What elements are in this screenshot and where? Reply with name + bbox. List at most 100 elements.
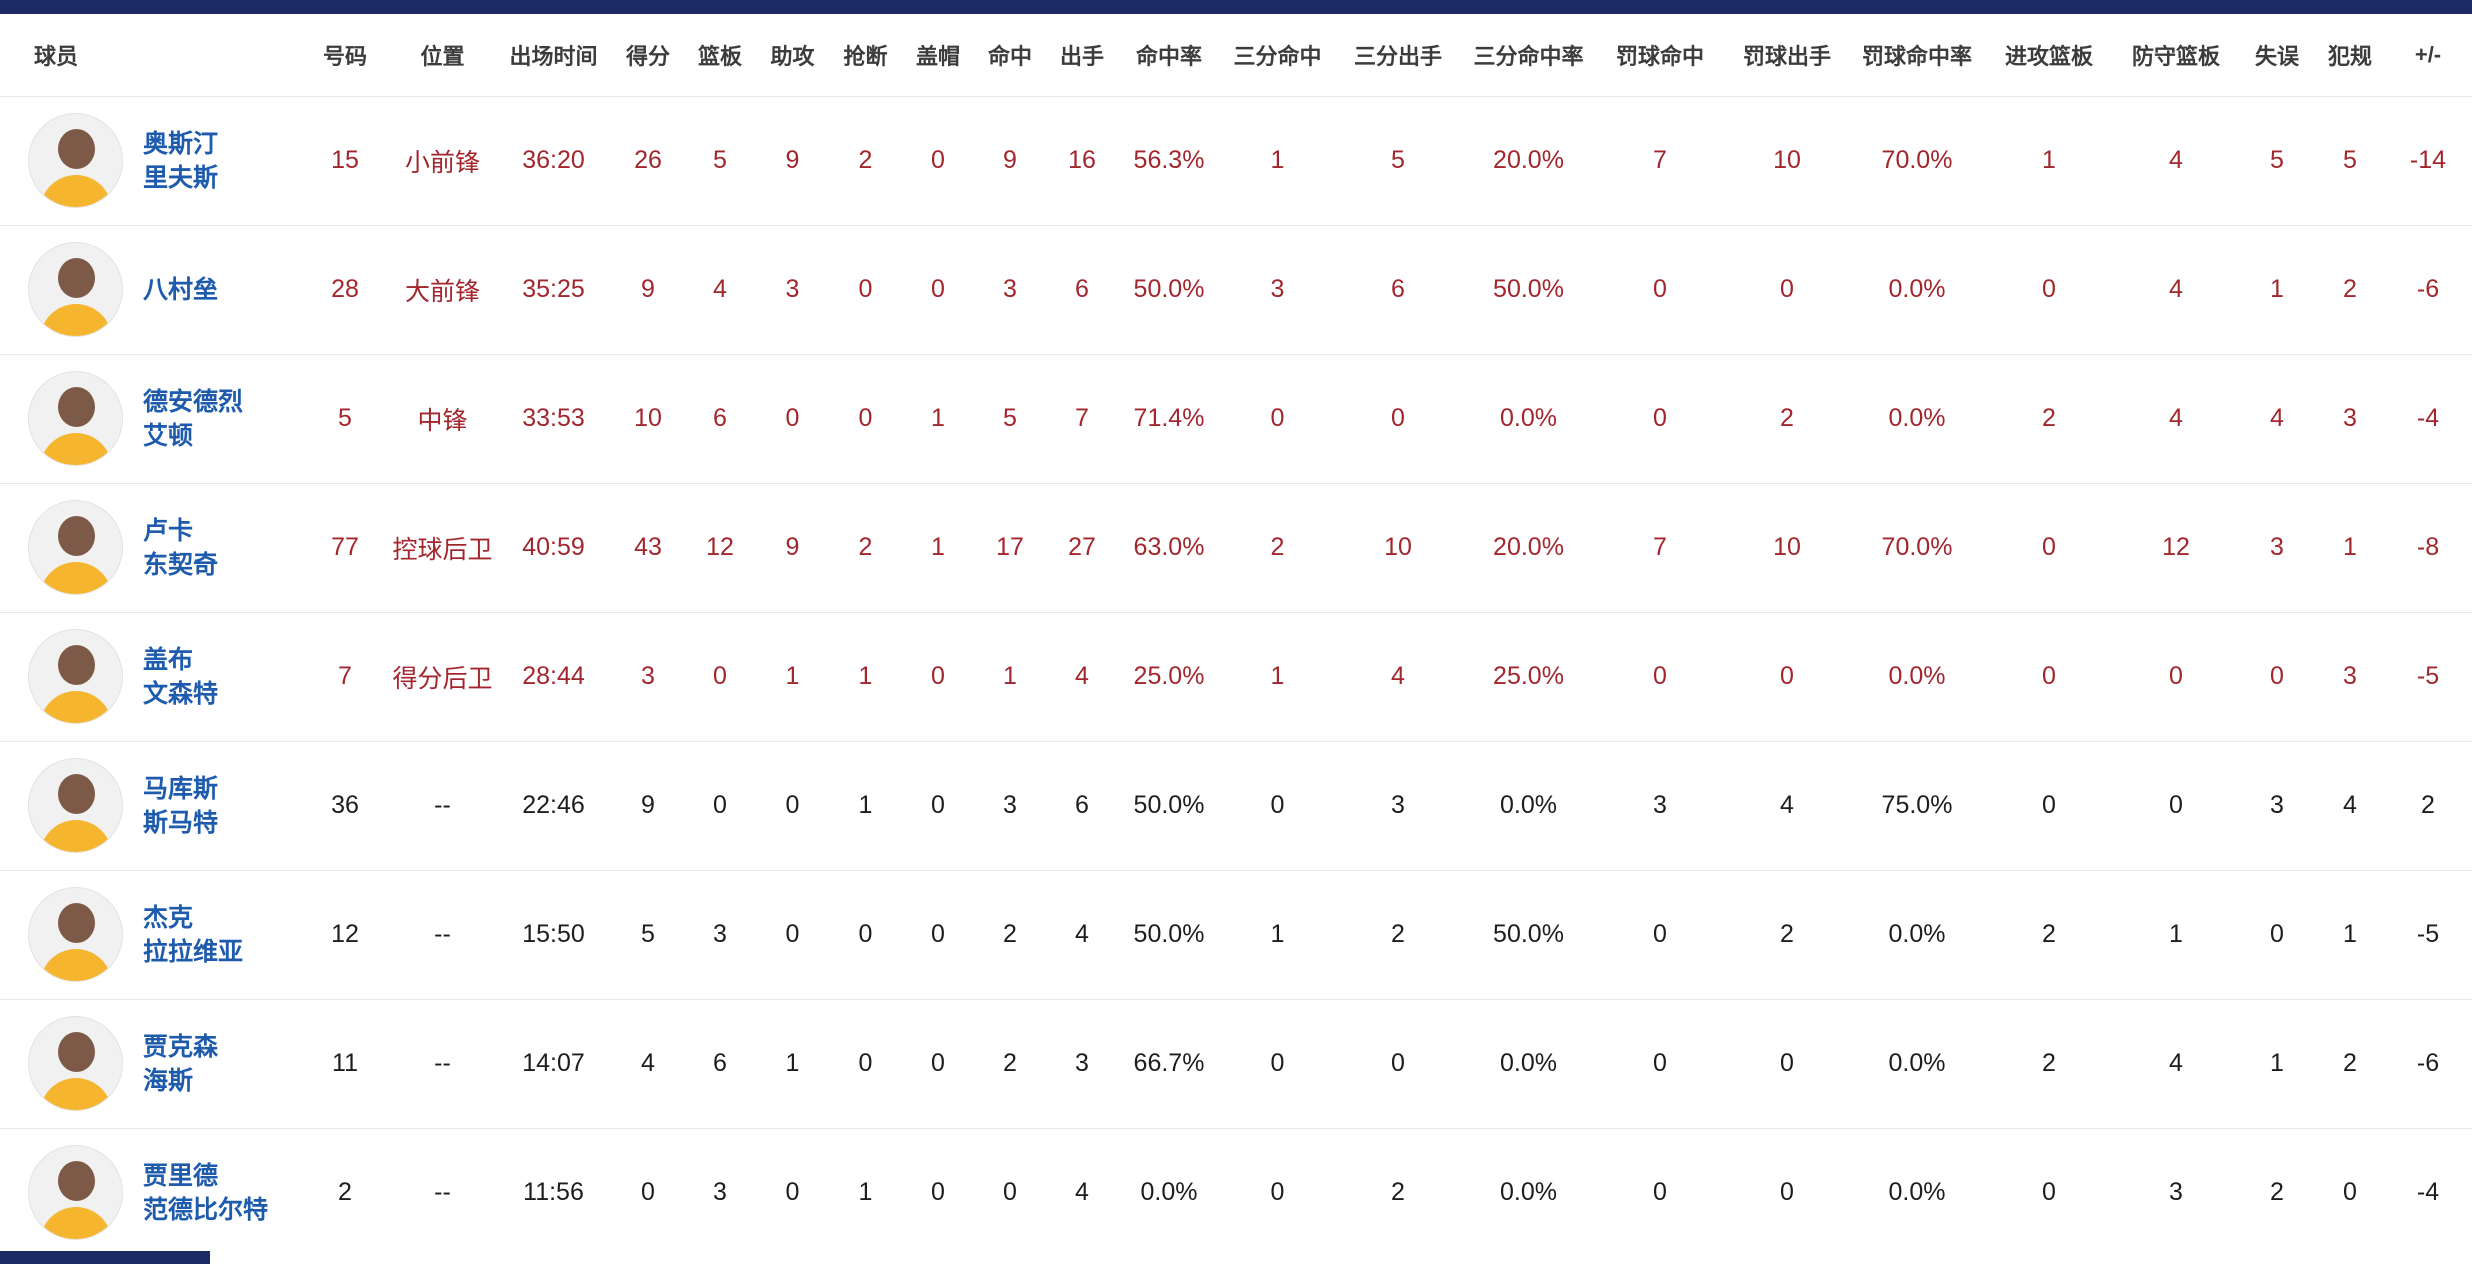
player-name-link[interactable]: 杰克 拉拉维亚 xyxy=(143,901,243,969)
stat-cell-fgm: 2 xyxy=(1003,920,1017,948)
player-cell: 盖布 文森特 xyxy=(0,612,300,741)
stat-cell-steals: 1 xyxy=(858,791,873,819)
player-cell: 德安德烈 艾顿 xyxy=(0,354,300,483)
col-header-ftm: 罚球命中 xyxy=(1615,43,1704,69)
stat-cell-turnovers: 4 xyxy=(2270,404,2284,432)
stat-cell-points: 4 xyxy=(641,1049,655,1077)
stat-cell-plus-minus: -5 xyxy=(2416,920,2440,948)
stat-cell-3pa: 2 xyxy=(1391,1178,1405,1207)
player-name-link[interactable]: 贾里德 范德比尔特 xyxy=(143,1159,268,1227)
stat-cell-oreb: 2 xyxy=(2042,1049,2056,1077)
avatar-head-silhouette xyxy=(58,1032,95,1072)
stat-cell-fouls: 1 xyxy=(2343,920,2357,948)
player-avatar[interactable] xyxy=(28,242,123,337)
stat-cell-plus-minus: -4 xyxy=(2416,404,2440,432)
stat-cell-fgm: 5 xyxy=(1003,404,1017,432)
col-header-fga: 出手 xyxy=(1059,43,1104,69)
stat-cell-number: 15 xyxy=(331,146,359,174)
avatar-jersey-silhouette xyxy=(40,175,112,207)
col-header-fgm: 命中 xyxy=(987,43,1032,69)
stat-cell-plus-minus: -4 xyxy=(2416,1178,2440,1207)
stat-cell-3p-pct: 20.0% xyxy=(1493,146,1564,174)
stat-cell-fg-pct: 50.0% xyxy=(1133,791,1205,819)
stat-cell-fouls: 3 xyxy=(2343,662,2357,690)
col-header-assists: 助攻 xyxy=(770,43,815,69)
stat-cell-fga: 4 xyxy=(1075,920,1089,948)
stat-cell-ft-pct: 0.0% xyxy=(1888,920,1946,948)
player-avatar[interactable] xyxy=(28,1145,123,1241)
stat-cell-3pa: 6 xyxy=(1391,275,1405,303)
stat-cell-blocks: 1 xyxy=(931,404,945,432)
stat-cell-number: 2 xyxy=(338,1178,352,1207)
player-name-link[interactable]: 卢卡 东契奇 xyxy=(143,514,218,582)
stat-cell-3pm: 1 xyxy=(1270,920,1285,948)
table-row: 马库斯 斯马特 36 -- 22:46 9 0 0 1 0 3 6 50.0% 0 3 0.0% 3 4 75.0… xyxy=(0,741,2472,870)
stat-cell-turnovers: 5 xyxy=(2270,146,2284,174)
stat-cell-blocks: 0 xyxy=(931,275,945,303)
table-row: 盖布 文森特 7 得分后卫 28:44 3 0 1 1 0 1 4 25.0% 1 4 25.0% 0 0 0.0… xyxy=(0,612,2472,741)
stat-cell-fg-pct: 66.7% xyxy=(1133,1049,1205,1077)
stat-cell-points: 9 xyxy=(641,275,655,303)
stat-cell-position: 大前锋 xyxy=(404,277,480,306)
stat-cell-points: 9 xyxy=(641,791,655,819)
stat-cell-fg-pct: 0.0% xyxy=(1140,1178,1198,1207)
stat-cell-ftm: 7 xyxy=(1653,533,1667,561)
stat-cell-3pa: 4 xyxy=(1391,662,1405,690)
player-name-link[interactable]: 八村垒 xyxy=(143,273,218,307)
stat-cell-3pm: 0 xyxy=(1270,1178,1285,1207)
player-name-link[interactable]: 盖布 文森特 xyxy=(143,643,218,711)
stat-cell-3pa: 2 xyxy=(1391,920,1405,948)
player-name-link[interactable]: 奥斯汀 里夫斯 xyxy=(143,127,218,195)
col-header-blocks: 盖帽 xyxy=(915,43,960,69)
player-avatar[interactable] xyxy=(28,1016,123,1111)
table-row: 贾里德 范德比尔特 2 -- 11:56 0 3 0 1 0 0 4 0.0% 0 2 0.0% 0 0 0.0%… xyxy=(0,1128,2472,1257)
stat-cell-steals: 0 xyxy=(858,1049,873,1077)
bottom-navy-bar xyxy=(0,1251,210,1264)
player-cell: 贾克森 海斯 xyxy=(0,999,300,1128)
stat-cell-plus-minus: 2 xyxy=(2421,791,2435,819)
table-row: 贾克森 海斯 11 -- 14:07 4 6 1 0 0 2 3 66.7% 0 0 0.0% 0 0 0.0% 2… xyxy=(0,999,2472,1128)
stat-cell-minutes: 14:07 xyxy=(522,1049,585,1077)
stat-cell-ftm: 0 xyxy=(1653,275,1667,303)
stat-cell-ft-pct: 0.0% xyxy=(1888,275,1946,303)
col-header-3pa: 三分出手 xyxy=(1353,43,1442,69)
avatar-jersey-silhouette xyxy=(40,1207,112,1240)
stat-cell-turnovers: 1 xyxy=(2270,1049,2284,1077)
stat-cell-position: -- xyxy=(434,1049,451,1077)
stat-cell-fga: 6 xyxy=(1075,275,1089,303)
player-name-link[interactable]: 贾克森 海斯 xyxy=(143,1030,218,1098)
player-name-line: 文森特 xyxy=(143,679,219,708)
player-name-link[interactable]: 马库斯 斯马特 xyxy=(143,772,218,840)
stat-cell-rebounds: 0 xyxy=(713,662,727,690)
player-avatar[interactable] xyxy=(28,371,123,466)
stat-cell-3pa: 10 xyxy=(1384,533,1412,561)
col-header-fg-pct: 命中率 xyxy=(1135,43,1202,69)
stat-cell-fga: 16 xyxy=(1068,146,1096,174)
stat-cell-assists: 9 xyxy=(785,146,800,174)
stat-cell-fg-pct: 25.0% xyxy=(1133,662,1205,690)
box-score-table: 球员 号码 位置 出场时间 得分 篮板 助攻 抢断 盖帽 命中 出手 命中率 三… xyxy=(0,14,2472,1257)
stat-cell-fgm: 17 xyxy=(996,533,1024,561)
player-name-link[interactable]: 德安德烈 艾顿 xyxy=(143,385,243,453)
player-avatar[interactable] xyxy=(28,500,123,595)
stat-cell-minutes: 40:59 xyxy=(522,533,585,561)
col-header-steals: 抢断 xyxy=(843,43,888,69)
player-avatar[interactable] xyxy=(28,887,123,982)
stat-cell-fta: 0 xyxy=(1780,1178,1794,1207)
player-name-line: 里夫斯 xyxy=(143,163,219,192)
avatar-head-silhouette xyxy=(58,903,95,943)
stat-cell-fgm: 2 xyxy=(1003,1049,1017,1077)
stat-cell-plus-minus: -6 xyxy=(2416,275,2440,303)
player-name-line: 艾顿 xyxy=(143,421,194,450)
player-avatar[interactable] xyxy=(28,629,123,724)
top-navy-bar xyxy=(0,0,2472,14)
stat-cell-oreb: 0 xyxy=(2042,533,2056,561)
avatar-head-silhouette xyxy=(58,645,95,685)
player-avatar[interactable] xyxy=(28,758,123,853)
player-avatar[interactable] xyxy=(28,113,123,208)
stat-cell-blocks: 0 xyxy=(931,791,945,819)
stat-cell-number: 36 xyxy=(331,791,359,819)
player-name-line: 奥斯汀 xyxy=(143,129,219,158)
stat-cell-points: 26 xyxy=(634,146,662,174)
stat-cell-fouls: 2 xyxy=(2343,1049,2357,1077)
